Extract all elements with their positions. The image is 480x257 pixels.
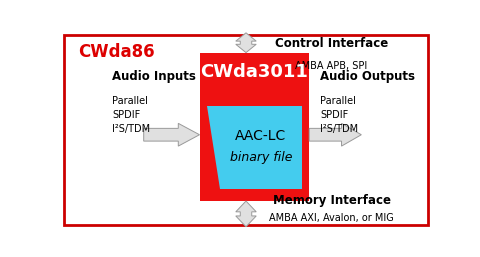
Text: Parallel
SPDIF
I²S/TDM: Parallel SPDIF I²S/TDM [321,96,359,134]
Bar [200,53,309,201]
Polygon shape [207,106,302,189]
Text: AMBA AXI, Avalon, or MIG: AMBA AXI, Avalon, or MIG [269,213,394,223]
Text: CWda3011: CWda3011 [201,63,308,81]
Text: binary file: binary file [229,151,292,164]
Text: Control Interface: Control Interface [275,37,388,50]
Polygon shape [236,201,256,227]
Polygon shape [144,123,200,146]
Text: Parallel
SPDIF
I²S/TDM: Parallel SPDIF I²S/TDM [112,96,150,134]
Polygon shape [309,123,361,146]
Text: AMBA APB, SPI: AMBA APB, SPI [295,61,368,70]
Text: CWda86: CWda86 [79,43,155,61]
Text: Audio Inputs: Audio Inputs [112,70,196,84]
Text: AAC-LC: AAC-LC [235,129,287,143]
Text: Memory Interface: Memory Interface [273,194,391,207]
Polygon shape [236,33,256,53]
Text: Audio Outputs: Audio Outputs [321,70,415,84]
